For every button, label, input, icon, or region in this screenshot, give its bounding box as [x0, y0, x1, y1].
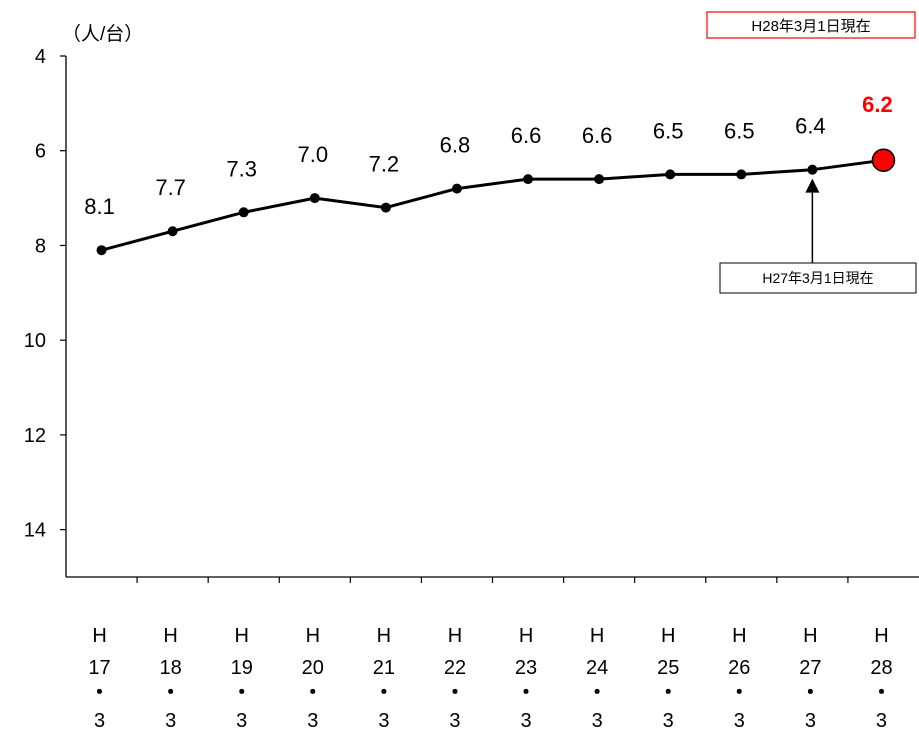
x-category-label-line: H — [519, 625, 533, 647]
x-category-label-line: H — [661, 625, 675, 647]
x-category-label-line: 19 — [231, 657, 253, 679]
current-date-badge-text: H28年3月1日現在 — [751, 18, 870, 35]
data-label-highlight: 6.2 — [862, 92, 893, 117]
x-category-label-line: 3 — [592, 710, 603, 730]
x-category-label-line: H — [163, 625, 177, 647]
x-category-label-line: 22 — [444, 657, 466, 679]
data-label: 7.0 — [297, 142, 328, 167]
x-category-label-line: 3 — [520, 710, 531, 730]
y-tick-label: 10 — [24, 330, 46, 352]
data-label: 7.7 — [155, 175, 186, 200]
x-category-label: H 18 ・ 3 — [160, 625, 182, 730]
x-category-label-line: ・ — [729, 682, 749, 704]
x-category-label-line: 3 — [876, 710, 887, 730]
x-category-label: H 28 ・ 3 — [870, 625, 892, 730]
x-category-label-line: H — [377, 625, 391, 647]
data-point — [451, 183, 462, 194]
x-category-label-line: 3 — [805, 710, 816, 730]
data-label: 7.2 — [369, 152, 400, 177]
data-label: 6.5 — [653, 118, 684, 143]
x-category-label-line: H — [306, 625, 320, 647]
data-label: 6.6 — [582, 123, 613, 148]
x-category-label-line: H — [590, 625, 604, 647]
x-category-label-line: ・ — [871, 682, 891, 704]
previous-year-callout-text: H27年3月1日現在 — [762, 270, 873, 286]
data-point — [309, 193, 320, 204]
data-point — [96, 245, 107, 256]
x-category-label: H 26 ・ 3 — [728, 625, 750, 730]
x-category-label-line: 27 — [799, 657, 821, 679]
x-category-label-line: ・ — [161, 682, 181, 704]
x-category-label-line: H — [92, 625, 106, 647]
data-label: 7.3 — [226, 156, 257, 181]
x-category-label-line: ・ — [445, 682, 465, 704]
current-date-badge: H28年3月1日現在 — [706, 11, 916, 39]
data-point — [594, 174, 605, 185]
x-category-label-line: 3 — [734, 710, 745, 730]
x-category-label: H 21 ・ 3 — [373, 625, 395, 730]
y-unit-label: （人/台） — [62, 23, 143, 45]
x-category-label-line: ・ — [516, 682, 536, 704]
data-label: 6.5 — [724, 118, 755, 143]
data-point — [665, 169, 676, 180]
x-category-label-line: ・ — [90, 682, 110, 704]
x-category-label: H 27 ・ 3 — [799, 625, 821, 730]
data-label: 6.6 — [511, 123, 542, 148]
y-tick-label: 4 — [35, 46, 46, 68]
data-label: 8.1 — [84, 194, 115, 219]
x-category-label-line: 3 — [307, 710, 318, 730]
x-category-label-line: 24 — [586, 657, 608, 679]
x-category-label: H 23 ・ 3 — [515, 625, 537, 730]
x-category-label-line: 25 — [657, 657, 679, 679]
x-category-label-line: ・ — [232, 682, 252, 704]
x-category-label-line: 17 — [88, 657, 110, 679]
x-category-label: H 20 ・ 3 — [302, 625, 324, 730]
x-category-label-line: H — [732, 625, 746, 647]
x-category-label: H 24 ・ 3 — [586, 625, 608, 730]
data-point — [736, 169, 747, 180]
data-point-highlight — [871, 148, 896, 172]
x-category-label-line: ・ — [374, 682, 394, 704]
y-tick-label: 12 — [24, 425, 46, 447]
x-category-label: H 17 ・ 3 — [88, 625, 110, 730]
y-tick-label: 8 — [35, 235, 46, 257]
x-category-label: H 25 ・ 3 — [657, 625, 679, 730]
y-tick-label: 6 — [35, 141, 46, 163]
x-category-label-line: H — [448, 625, 462, 647]
series-line — [101, 158, 884, 252]
data-point — [167, 226, 178, 237]
x-category-label-line: ・ — [658, 682, 678, 704]
y-tick-label: 14 — [24, 520, 46, 542]
x-category-label: H 22 ・ 3 — [444, 625, 466, 730]
x-category-label-line: 3 — [378, 710, 389, 730]
data-point — [380, 202, 391, 213]
x-category-label-line: 20 — [302, 657, 324, 679]
previous-year-callout: H27年3月1日現在 — [719, 178, 917, 294]
x-category-label-line: H — [234, 625, 248, 647]
data-label: 6.4 — [795, 114, 826, 139]
x-category-label-line: 21 — [373, 657, 395, 679]
data-point — [238, 207, 249, 218]
x-category-label-line: 26 — [728, 657, 750, 679]
data-point — [523, 174, 534, 185]
x-category-label: H 19 ・ 3 — [231, 625, 253, 730]
x-category-label-line: 3 — [236, 710, 247, 730]
x-category-label-line: H — [803, 625, 817, 647]
data-label: 6.8 — [440, 133, 471, 158]
data-point — [807, 164, 818, 175]
x-category-label-line: 18 — [160, 657, 182, 679]
x-category-label-line: H — [874, 625, 888, 647]
x-category-label-line: 3 — [94, 710, 105, 730]
x-category-label-line: 3 — [449, 710, 460, 730]
x-category-label-line: 3 — [165, 710, 176, 730]
x-category-label-line: ・ — [587, 682, 607, 704]
x-category-label-line: 23 — [515, 657, 537, 679]
x-category-label-line: 3 — [663, 710, 674, 730]
x-category-label-line: 28 — [870, 657, 892, 679]
x-category-label-line: ・ — [800, 682, 820, 704]
x-category-label-line: ・ — [303, 682, 323, 704]
callout-arrow-head — [805, 178, 820, 193]
